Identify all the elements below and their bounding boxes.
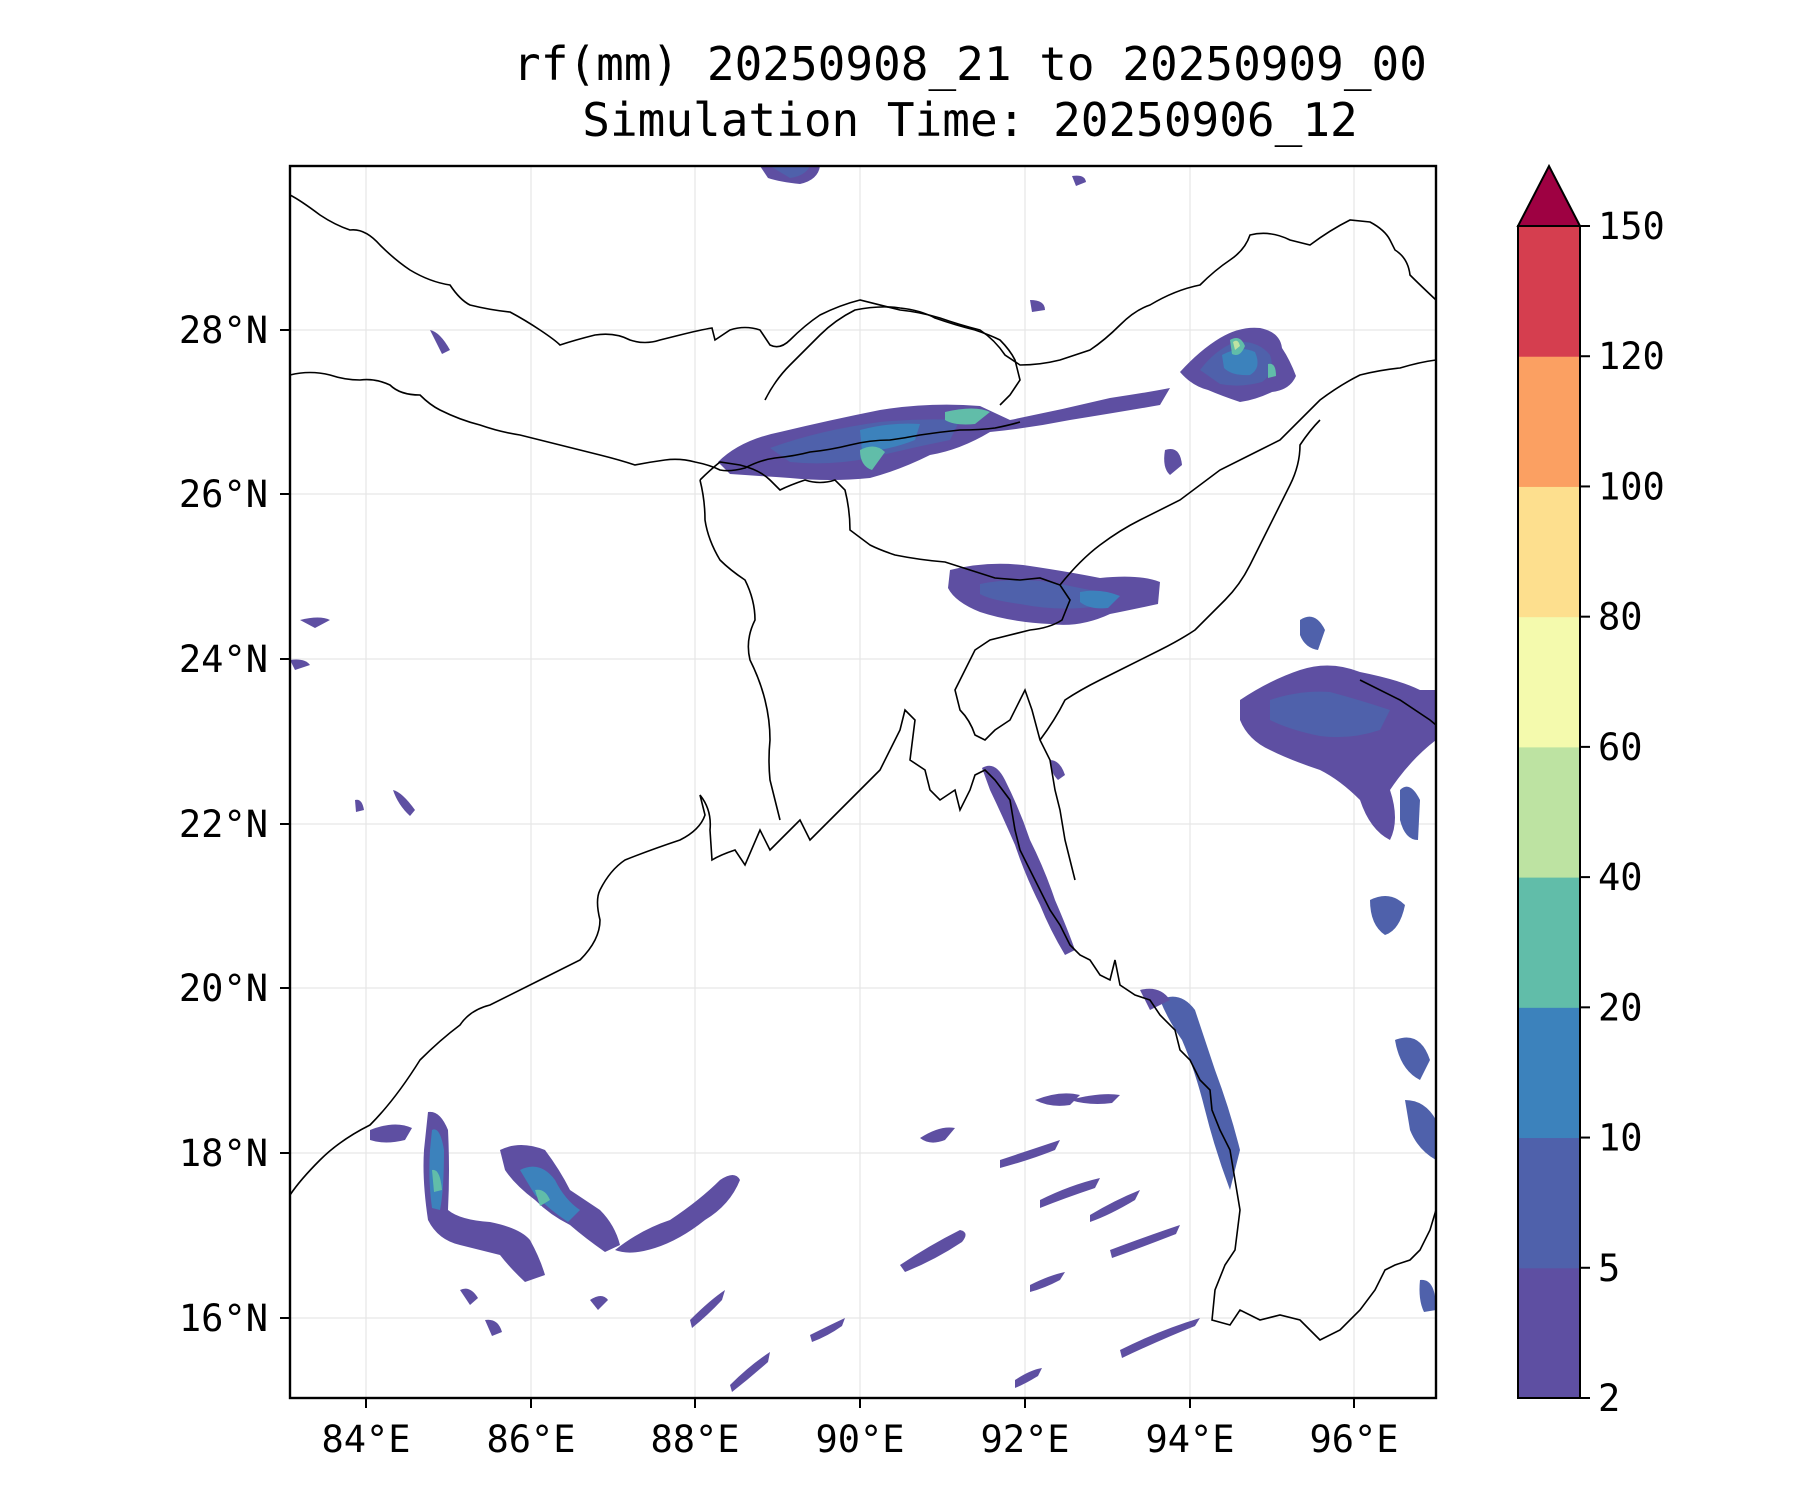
colorbar-band <box>1518 356 1580 487</box>
map-title-line2: Simulation Time: 20250906_12 <box>582 93 1358 147</box>
coastline-and-borders <box>289 194 1437 1341</box>
lon-ticks <box>365 1398 1355 1408</box>
colorbar-band <box>1518 1267 1580 1399</box>
international-border-north <box>289 194 1437 366</box>
lon-tick-label: 90°E <box>815 1418 904 1461</box>
lat-tick-label: 24°N <box>179 638 268 681</box>
lat-tick-label: 22°N <box>179 803 268 846</box>
colorbar-tick-label: 2 <box>1598 1377 1620 1420</box>
colorbar-band <box>1518 486 1580 618</box>
colorbar-tick-label: 150 <box>1598 205 1665 248</box>
lat-tick-labels: 16°N 18°N 20°N 22°N 24°N 26°N 28°N <box>179 309 268 1340</box>
colorbar-band <box>1518 877 1580 1008</box>
thailand-border <box>1359 679 1437 726</box>
lon-tick-label: 84°E <box>321 1418 410 1461</box>
rain-patch-coast-strip <box>982 765 1075 955</box>
colorbar-band <box>1518 746 1580 878</box>
colorbar-band <box>1518 226 1580 357</box>
bangladesh-border <box>699 461 1076 881</box>
coastline <box>289 708 1437 1341</box>
colorbar-tick-label: 5 <box>1598 1247 1620 1290</box>
lat-tick-label: 16°N <box>179 1297 268 1340</box>
lon-tick-label: 96°E <box>1309 1418 1398 1461</box>
lat-tick-label: 18°N <box>179 1132 268 1175</box>
map-title-line1: rf(mm) 20250908_21 to 20250909_00 <box>513 37 1427 91</box>
bhutan-border <box>764 306 1021 406</box>
colorbar-frame <box>1517 225 1581 1399</box>
colorbar-tick-label: 80 <box>1598 596 1643 639</box>
lat-ticks <box>280 329 290 1319</box>
lon-tick-label: 92°E <box>980 1418 1069 1461</box>
bangladesh-west-border <box>699 479 781 821</box>
colorbar-tick-label: 10 <box>1598 1117 1643 1160</box>
colorbar-tick-label: 100 <box>1598 465 1665 508</box>
myanmar-border <box>1059 359 1437 586</box>
rain-streaks-south <box>900 1230 966 1272</box>
lon-tick-labels: 84°E 86°E 88°E 90°E 92°E 94°E 96°E <box>321 1418 1398 1461</box>
colorbar-tick-label: 60 <box>1598 726 1643 769</box>
colorbar-ticks: 2 5 10 20 40 60 80 100 120 150 <box>1580 205 1665 1420</box>
colorbar-band <box>1518 1007 1580 1139</box>
rain-patch-west-loop <box>423 1111 545 1282</box>
colorbar: 2 5 10 20 40 60 80 100 120 150 <box>1516 163 1665 1420</box>
colorbar-tick-label: 40 <box>1598 856 1643 899</box>
lon-tick-label: 94°E <box>1145 1418 1234 1461</box>
colorbar-band <box>1518 1137 1580 1269</box>
colorbar-extend-triangle <box>1516 163 1582 227</box>
colorbar-band <box>1518 616 1580 748</box>
india-nepal-border <box>289 371 1021 472</box>
colorbar-tick-label: 120 <box>1598 335 1665 378</box>
map-frame <box>288 164 1438 1400</box>
manipur-mizoram-border <box>1039 419 1321 741</box>
colorbar-tick-label: 20 <box>1598 986 1643 1029</box>
lat-tick-label: 28°N <box>179 309 268 352</box>
rainfall-contours <box>290 166 1436 1392</box>
lon-tick-label: 86°E <box>486 1418 575 1461</box>
lon-tick-label: 88°E <box>650 1418 739 1461</box>
colorbar-bands <box>1518 226 1580 1399</box>
lat-tick-label: 26°N <box>179 473 268 516</box>
lat-tick-label: 20°N <box>179 967 268 1010</box>
